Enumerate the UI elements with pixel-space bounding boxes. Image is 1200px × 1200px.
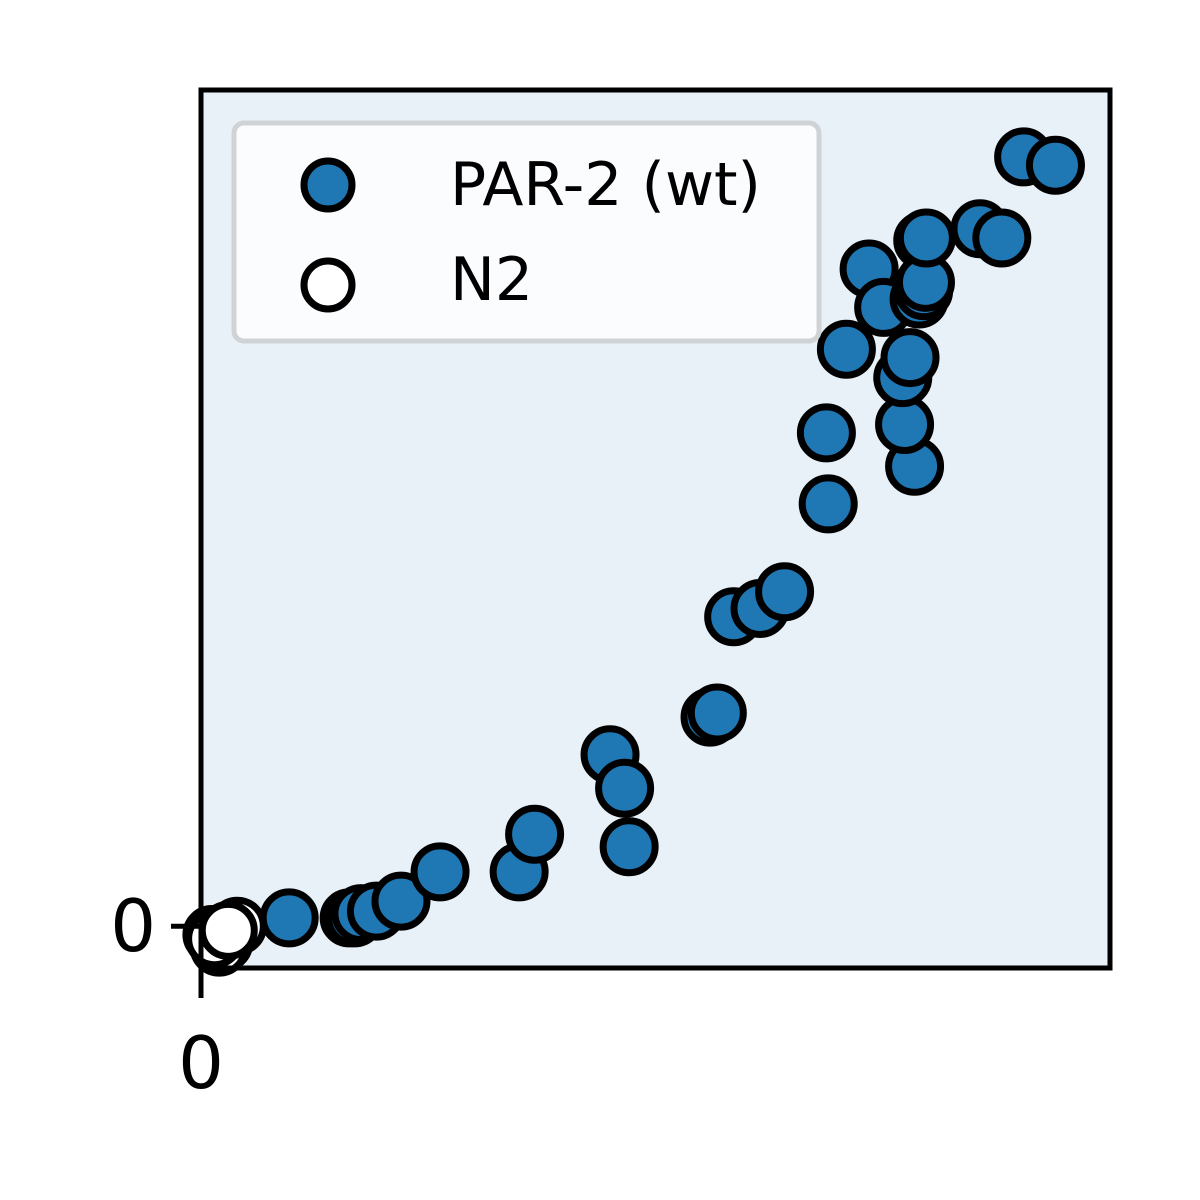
legend-label-par2-wt: PAR-2 (wt) — [450, 150, 761, 220]
par2-wt-point — [687, 683, 747, 743]
par2-wt-point — [816, 319, 876, 379]
par2-wt-point — [505, 804, 565, 864]
par2-wt-point — [798, 474, 858, 534]
par2-wt-point — [595, 758, 655, 818]
x-tick-label: 0 — [178, 1021, 224, 1105]
legend-marker-par2-wt — [300, 157, 356, 213]
par2-wt-point — [880, 328, 940, 388]
par2-wt-point — [755, 562, 815, 622]
par2-wt-point — [410, 842, 470, 902]
legend-label-n2: N2 — [450, 245, 533, 315]
par2-wt-point — [599, 817, 659, 877]
legend-marker-n2 — [300, 257, 356, 313]
par2-wt-point — [1025, 135, 1085, 195]
legend: PAR-2 (wt) N2 — [231, 120, 822, 344]
par2-wt-point — [371, 871, 431, 931]
y-tick-label: 0 — [110, 884, 156, 968]
par2-wt-point — [972, 208, 1032, 268]
n2-point — [198, 900, 258, 960]
par2-wt-point — [896, 208, 956, 268]
legend-box — [231, 120, 822, 344]
par2-wt-point — [259, 888, 319, 948]
series-par2-wt — [259, 127, 1085, 948]
plot-frame — [198, 87, 1113, 971]
par2-wt-point — [796, 403, 856, 463]
